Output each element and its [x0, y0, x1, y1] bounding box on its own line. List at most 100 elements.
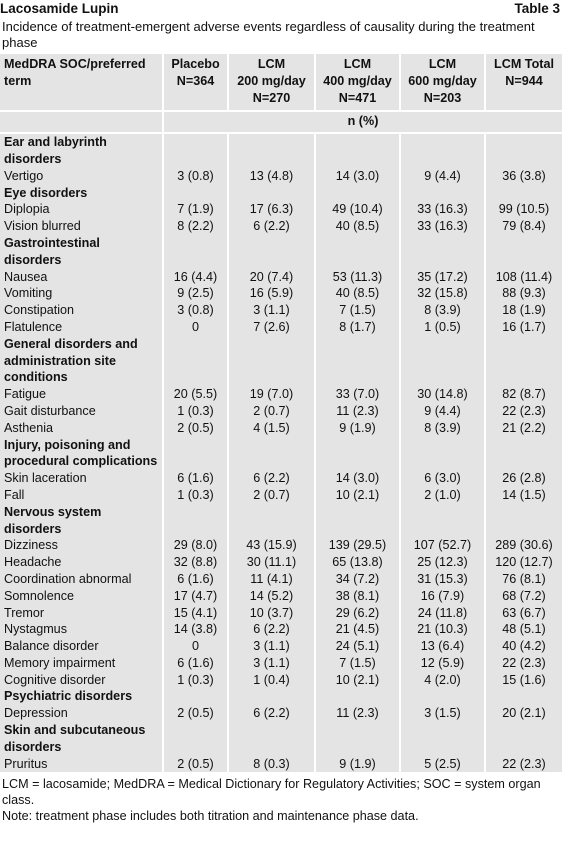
value-cell: 7 (2.6) [227, 318, 315, 336]
section-title: Eye disorders [4, 185, 88, 200]
value-cell: 33 (16.3) [399, 218, 485, 235]
data-row: Flatulence 0 7 (2.6) 8 (1.7) 1 (0.5) 16 (1.7) [0, 318, 562, 336]
table-body: n (%) Ear and labyrinth disorders Vertigo 3… [0, 110, 562, 773]
empty-cell [314, 184, 400, 202]
empty-cell [227, 688, 315, 706]
value-cell: 19 (7.0) [227, 386, 315, 403]
empty-cell [227, 184, 315, 202]
empty-cell [484, 335, 562, 387]
value-cell: 14 (5.2) [227, 587, 315, 605]
value-cell: 88 (9.3) [484, 285, 562, 303]
value-cell: 49 (10.4) [314, 201, 400, 219]
data-row: Vision blurred 8 (2.2) 6 (2.2) 40 (8.5) 33 (… [0, 218, 562, 235]
term-cell: Depression [4, 706, 68, 721]
data-row: Vertigo 3 (0.8) 13 (4.8) 14 (3.0) 9 (4.4) 36 … [0, 167, 562, 185]
data-row: Nystagmus 14 (3.8) 6 (2.2) 21 (4.5) 21 (10.3… [0, 621, 562, 639]
data-row: Asthenia 2 (0.5) 4 (1.5) 9 (1.9) 8 (3.9) 21 (… [0, 419, 562, 437]
empty-cell [484, 234, 562, 269]
empty-cell [484, 503, 562, 538]
table-head: MedDRA SOC/preferred term Placebo N=364 LCM… [0, 54, 562, 112]
empty-cell [484, 184, 562, 202]
empty-cell [484, 722, 562, 756]
value-cell: 6 (3.0) [399, 470, 485, 487]
value-cell: 7 (1.5) [314, 654, 400, 672]
empty-cell [227, 133, 315, 168]
column-header-line: Placebo [171, 57, 220, 71]
caption: Incidence of treatment-emergent adverse … [2, 19, 535, 50]
value-cell: 139 (29.5) [314, 537, 400, 555]
value-cell: 34 (7.2) [314, 570, 400, 588]
section-title: Skin and subcutaneous disorders [4, 723, 146, 754]
section-row: Ear and labyrinth disorders [0, 133, 562, 168]
value-cell: 8 (2.2) [162, 218, 228, 235]
empty-cell [162, 688, 228, 706]
term-cell: Nystagmus [4, 622, 67, 637]
term-cell: Fall [4, 487, 25, 502]
empty-cell [484, 688, 562, 706]
term-cell: Diplopia [4, 202, 50, 217]
term-cell: Somnolence [4, 588, 75, 603]
empty-cell [227, 335, 315, 387]
value-cell: 65 (13.8) [314, 554, 400, 571]
term-cell: Pruritus [4, 756, 48, 771]
value-cell: 26 (2.8) [484, 470, 562, 487]
empty-cell [227, 722, 315, 756]
term-cell: Gait disturbance [4, 403, 96, 418]
value-cell: 20 (2.1) [484, 705, 562, 723]
column-header-line: LCM [343, 57, 372, 71]
value-cell: 10 (2.1) [314, 671, 400, 689]
footnote: Note: treatment phase includes both titr… [2, 809, 419, 824]
value-cell: 20 (7.4) [227, 268, 315, 286]
value-cell: 2 (0.5) [162, 419, 228, 437]
term-cell: Tremor [4, 605, 45, 620]
value-cell: 2 (1.0) [399, 486, 485, 504]
header: Lacosamide Lupin Table 3 [0, 0, 562, 19]
column-header-line: 600 mg/day [408, 73, 477, 88]
value-cell: 15 (4.1) [162, 604, 228, 622]
data-row: Nausea 16 (4.4) 20 (7.4) 53 (11.3) 35 (17.2)… [0, 268, 562, 286]
value-cell: 35 (17.2) [399, 268, 485, 286]
empty-cell [162, 184, 228, 202]
value-cell: 14 (3.0) [314, 167, 400, 185]
value-cell: 6 (1.6) [162, 570, 228, 588]
value-cell: 9 (2.5) [162, 285, 228, 303]
value-cell: 43 (15.9) [227, 537, 315, 555]
data-row: Vomiting 9 (2.5) 16 (5.9) 40 (8.5) 32 (15.8)… [0, 285, 562, 303]
empty-cell [399, 335, 485, 387]
empty-cell [314, 133, 400, 168]
column-header-line: LCM [257, 57, 286, 71]
term-cell: Coordination abnormal [4, 571, 132, 586]
term-cell: Flatulence [4, 319, 63, 334]
value-cell: 16 (5.9) [227, 285, 315, 303]
value-cell: 6 (1.6) [162, 470, 228, 487]
value-cell: 2 (0.5) [162, 755, 228, 773]
units-row: n (%) [0, 110, 562, 135]
value-cell: 29 (6.2) [314, 604, 400, 622]
term-cell: Nausea [4, 269, 48, 284]
empty-cell [227, 436, 315, 471]
term-cell: Vomiting [4, 286, 53, 301]
value-cell: 16 (7.9) [399, 587, 485, 605]
table: MedDRA SOC/preferred term Placebo N=364 LCM… [0, 54, 562, 773]
empty-cell [227, 234, 315, 269]
value-cell: 11 (4.1) [227, 570, 315, 588]
section-title: General disorders and administration sit… [4, 336, 138, 385]
value-cell: 13 (4.8) [227, 167, 315, 185]
column-header: Placebo N=364 [162, 54, 228, 112]
value-cell: 6 (2.2) [227, 705, 315, 723]
footnotes: LCM = lacosamide; MedDRA = Medical Dicti… [0, 772, 562, 824]
value-cell: 11 (2.3) [314, 402, 400, 420]
value-cell: 40 (8.5) [314, 285, 400, 303]
section-row: Skin and subcutaneous disorders [0, 722, 562, 756]
column-header: LCM 600 mg/day N=203 [399, 54, 485, 112]
column-header-line: N=203 [423, 90, 462, 105]
value-cell: 99 (10.5) [484, 201, 562, 219]
value-cell: 21 (10.3) [399, 621, 485, 639]
column-header-line: LCM [428, 57, 457, 71]
value-cell: 2 (0.7) [227, 486, 315, 504]
data-row: Tremor 15 (4.1) 10 (3.7) 29 (6.2) 24 (11.8) 6… [0, 604, 562, 622]
data-row: Balance disorder 0 3 (1.1) 24 (5.1) 13 (6.4)… [0, 638, 562, 655]
data-row: Skin laceration 6 (1.6) 6 (2.2) 14 (3.0) 6 (… [0, 470, 562, 487]
